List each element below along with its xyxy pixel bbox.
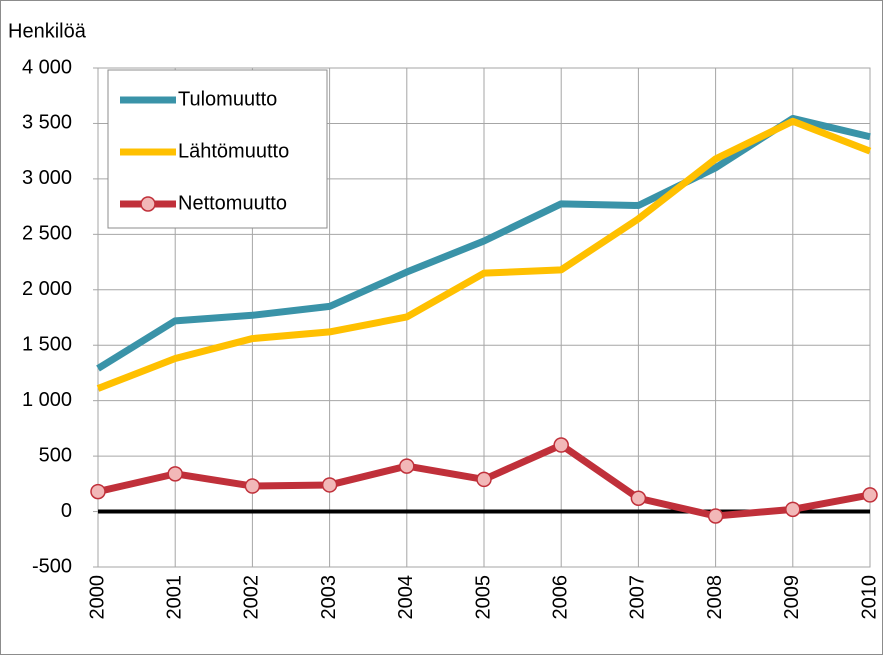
marker: [90, 483, 106, 500]
y-tick-label: 1 000: [22, 389, 72, 411]
x-tick-label: 2008: [704, 575, 726, 620]
series-line: [96, 114, 871, 372]
y-tick-label: -500: [32, 555, 72, 577]
series-line: [96, 117, 872, 392]
marker: [862, 487, 878, 503]
marker: [707, 508, 724, 524]
marker: [321, 477, 338, 493]
marker: [553, 437, 569, 453]
y-axis-title: Henkilöä: [8, 20, 87, 42]
x-tick-label: 2000: [86, 575, 108, 620]
marker: [167, 466, 183, 482]
y-tick-label: 500: [39, 444, 72, 466]
x-tick-label: 2005: [472, 575, 494, 620]
y-tick-label: 1 500: [22, 334, 72, 356]
legend-label: Lähtömuutto: [178, 140, 289, 162]
x-tick-label: 2004: [395, 575, 417, 620]
legend-marker: [140, 196, 156, 212]
y-tick-label: 2 500: [22, 223, 72, 245]
legend-label: Tulomuutto: [178, 88, 277, 110]
x-tick-label: 2010: [858, 575, 880, 620]
marker: [476, 471, 492, 488]
marker: [399, 458, 415, 474]
y-tick-label: 0: [61, 500, 72, 522]
x-tick-label: 2006: [549, 575, 571, 620]
x-tick-label: 2001: [163, 575, 185, 620]
x-tick-label: 2009: [781, 575, 803, 620]
y-tick-label: 2 000: [22, 278, 72, 300]
x-tick-label: 2002: [241, 575, 263, 620]
y-tick-label: 3 000: [22, 167, 72, 189]
legend-label: Nettomuutto: [178, 192, 287, 214]
marker: [785, 501, 801, 518]
x-tick-label: 2007: [627, 575, 649, 620]
y-tick-label: 3 500: [22, 112, 72, 134]
marker: [244, 478, 261, 494]
marker: [630, 490, 647, 506]
x-tick-label: 2003: [318, 575, 340, 620]
y-tick-label: 4 000: [22, 56, 72, 78]
